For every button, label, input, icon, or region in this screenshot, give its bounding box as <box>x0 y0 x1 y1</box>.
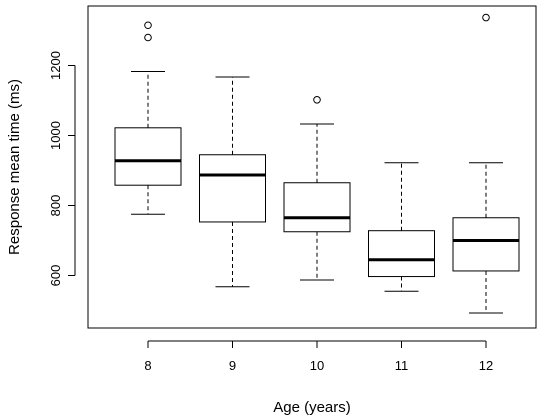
box-10 <box>283 96 351 281</box>
x-tick-label: 9 <box>229 358 236 373</box>
iqr-box <box>368 230 435 278</box>
y-tick-label: 600 <box>48 265 63 287</box>
boxes-group <box>114 13 520 314</box>
box-8 <box>114 21 182 215</box>
y-axis-label: Response mean time (ms) <box>6 79 23 255</box>
outlier-point <box>482 13 490 22</box>
y-tick-label: 800 <box>48 195 63 217</box>
y-tick-label: 1200 <box>48 51 63 80</box>
box-9 <box>199 76 266 288</box>
box-12 <box>452 13 520 314</box>
x-tick-label: 11 <box>395 358 409 373</box>
y-axis: 600 800 1000 1200 <box>48 51 76 287</box>
outlier-point <box>313 96 321 104</box>
y-tick-label: 1000 <box>48 121 63 150</box>
x-tick-label: 12 <box>479 358 493 373</box>
x-tick-label: 8 <box>144 358 151 373</box>
plot-frame <box>87 5 537 329</box>
iqr-box <box>199 154 266 223</box>
x-axis: 8 9 10 11 12 <box>144 340 493 373</box>
x-tick-label: 10 <box>310 358 324 373</box>
outlier-point <box>144 21 152 30</box>
x-axis-label: Age (years) <box>273 399 351 416</box>
iqr-box <box>114 127 182 186</box>
outlier-point <box>144 33 152 42</box>
iqr-box <box>283 182 351 233</box>
iqr-box <box>452 217 520 272</box>
box-11 <box>368 162 435 292</box>
